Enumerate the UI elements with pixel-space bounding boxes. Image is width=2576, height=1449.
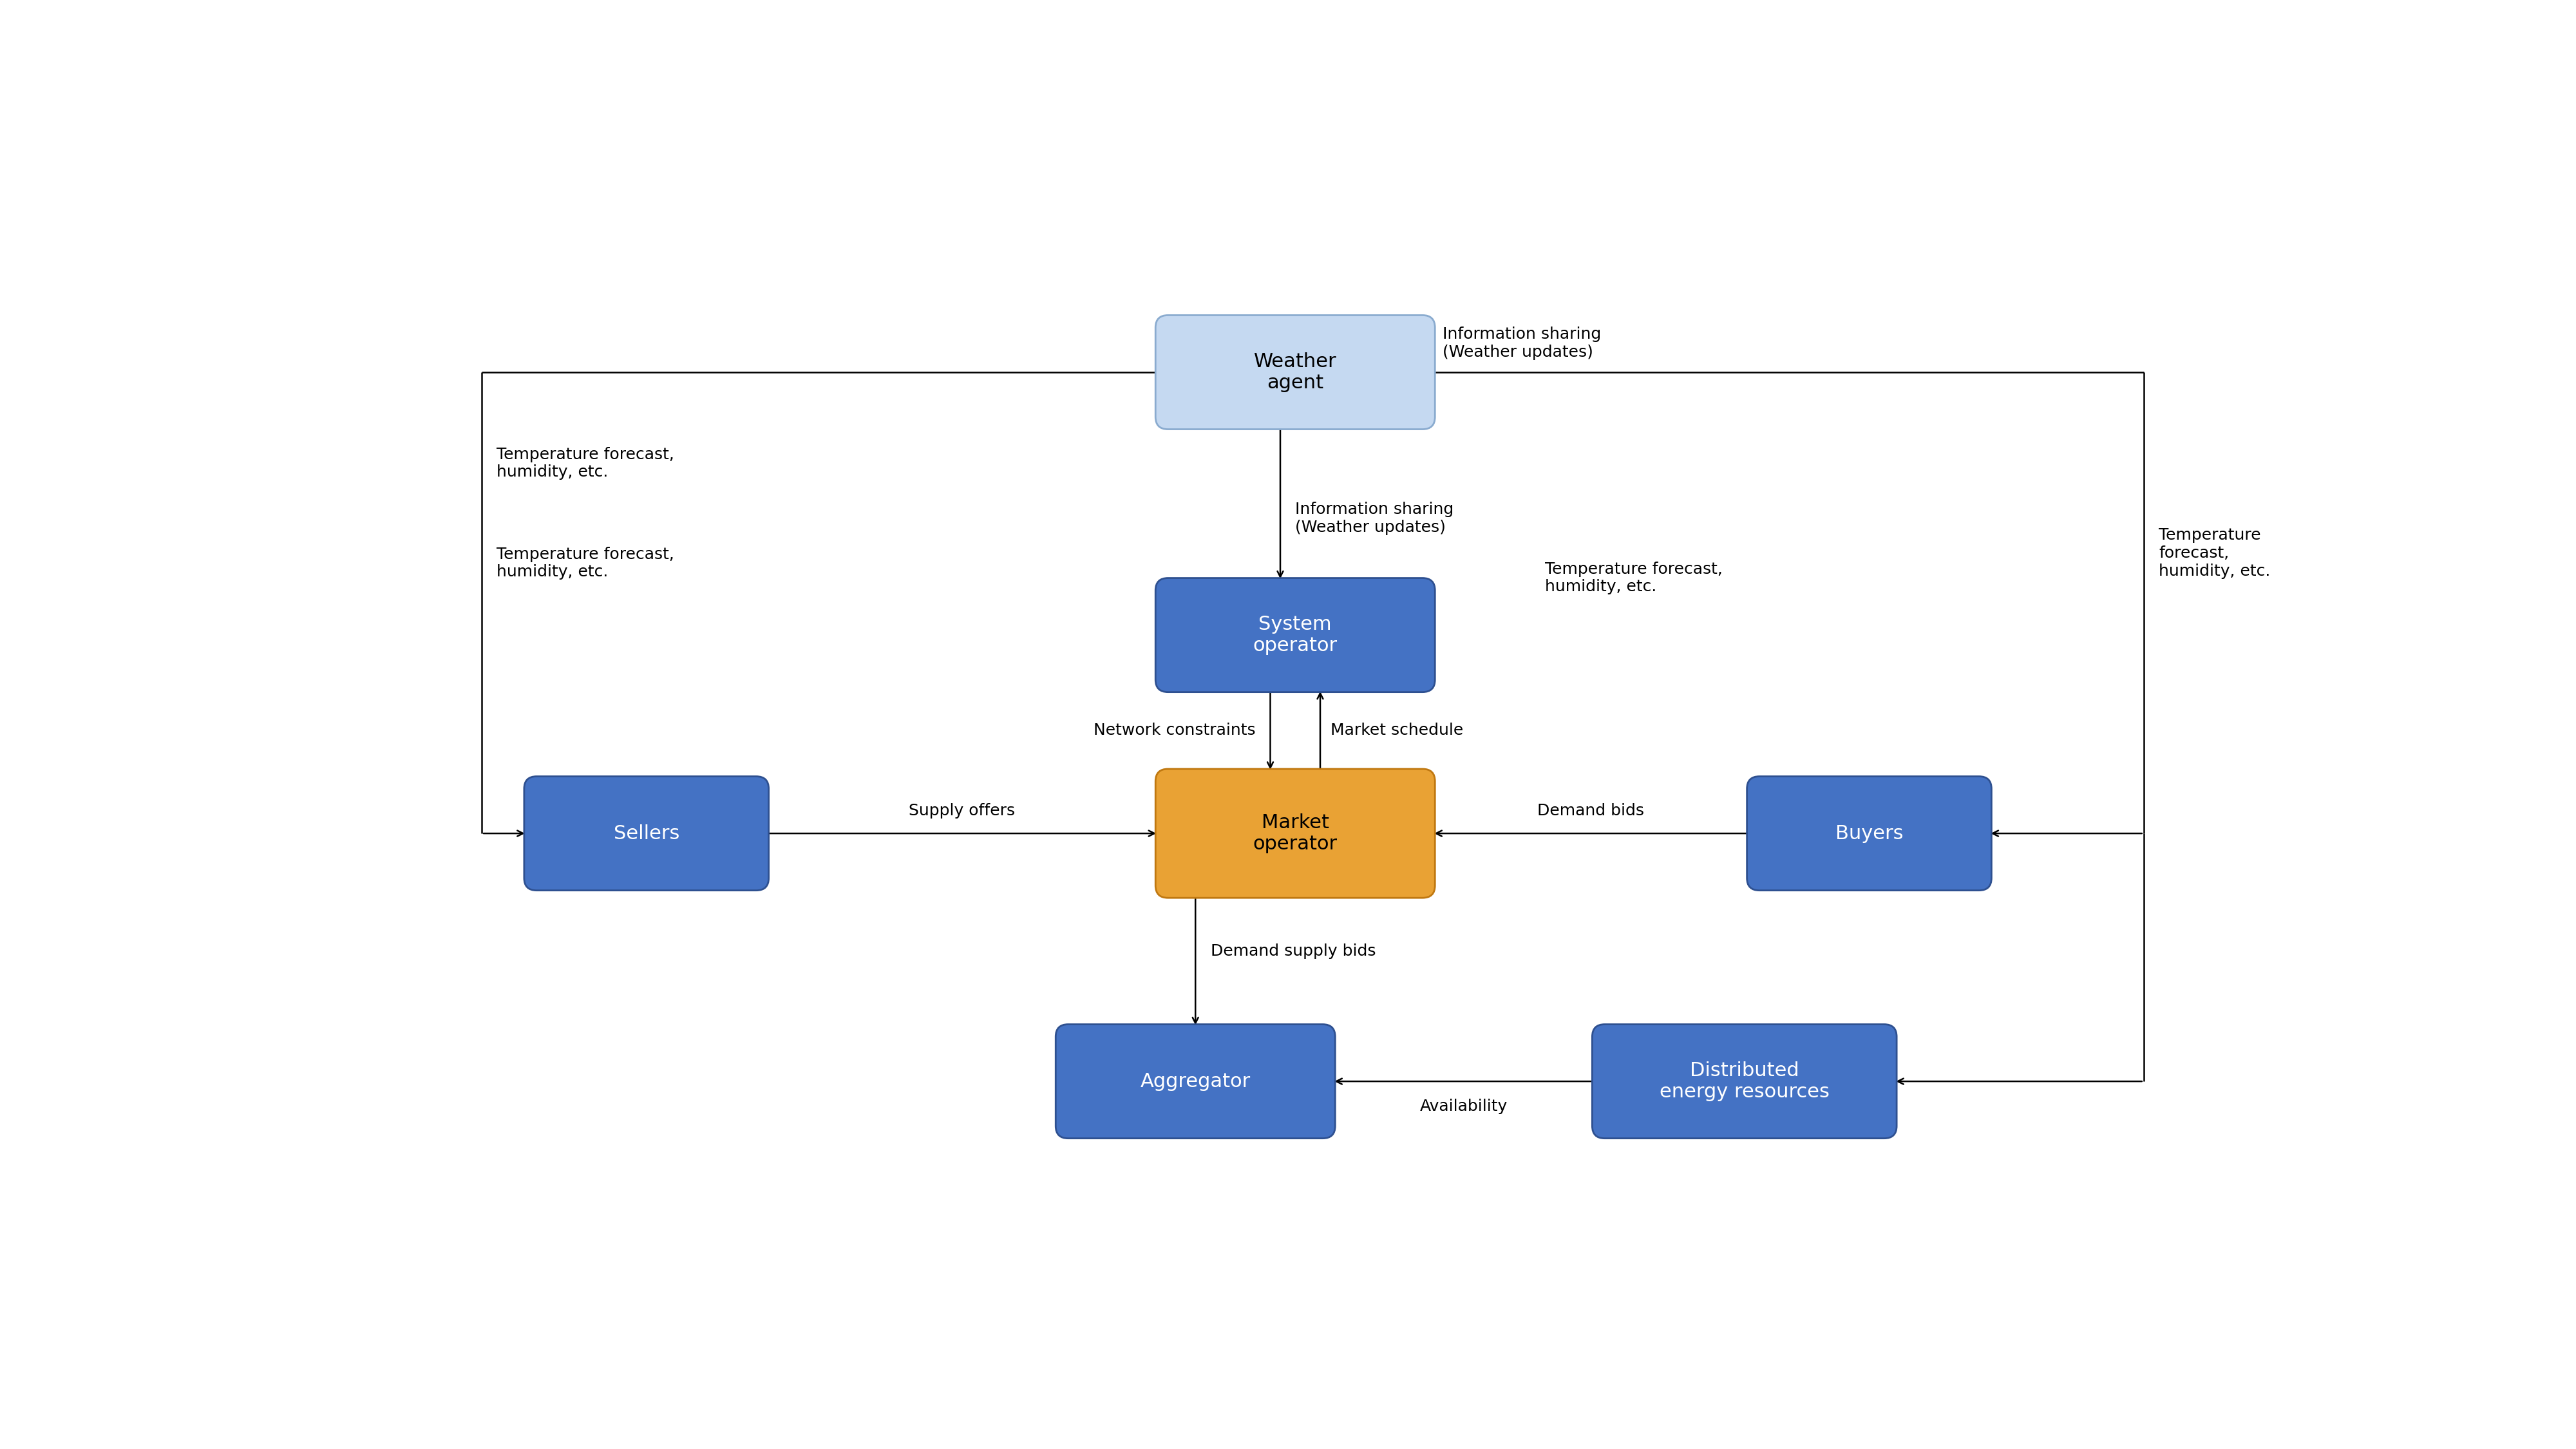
FancyBboxPatch shape xyxy=(1157,316,1435,429)
FancyBboxPatch shape xyxy=(523,777,768,891)
FancyBboxPatch shape xyxy=(1592,1024,1896,1139)
Text: Distributed
energy resources: Distributed energy resources xyxy=(1659,1061,1829,1101)
Text: Temperature forecast,
humidity, etc.: Temperature forecast, humidity, etc. xyxy=(1546,561,1723,594)
Text: Network constraints: Network constraints xyxy=(1092,723,1255,738)
Text: System
operator: System operator xyxy=(1252,614,1337,655)
Text: Sellers: Sellers xyxy=(613,824,680,843)
Text: Supply offers: Supply offers xyxy=(909,803,1015,819)
Text: Availability: Availability xyxy=(1419,1098,1507,1114)
Text: Market
operator: Market operator xyxy=(1252,813,1337,853)
Text: Demand bids: Demand bids xyxy=(1538,803,1643,819)
FancyBboxPatch shape xyxy=(1157,578,1435,693)
Text: Information sharing
(Weather updates): Information sharing (Weather updates) xyxy=(1296,501,1453,535)
Text: Demand supply bids: Demand supply bids xyxy=(1211,943,1376,959)
Text: Temperature
forecast,
humidity, etc.: Temperature forecast, humidity, etc. xyxy=(2159,527,2269,578)
Text: Aggregator: Aggregator xyxy=(1141,1072,1249,1091)
Text: Market schedule: Market schedule xyxy=(1329,723,1463,738)
Text: Temperature forecast,
humidity, etc.: Temperature forecast, humidity, etc. xyxy=(497,446,675,480)
Text: Temperature forecast,
humidity, etc.: Temperature forecast, humidity, etc. xyxy=(497,546,675,580)
Text: Buyers: Buyers xyxy=(1834,824,1904,843)
Text: Information sharing
(Weather updates): Information sharing (Weather updates) xyxy=(1443,326,1602,359)
FancyBboxPatch shape xyxy=(1747,777,1991,891)
FancyBboxPatch shape xyxy=(1056,1024,1334,1139)
Text: Weather
agent: Weather agent xyxy=(1255,352,1337,393)
FancyBboxPatch shape xyxy=(1157,769,1435,898)
